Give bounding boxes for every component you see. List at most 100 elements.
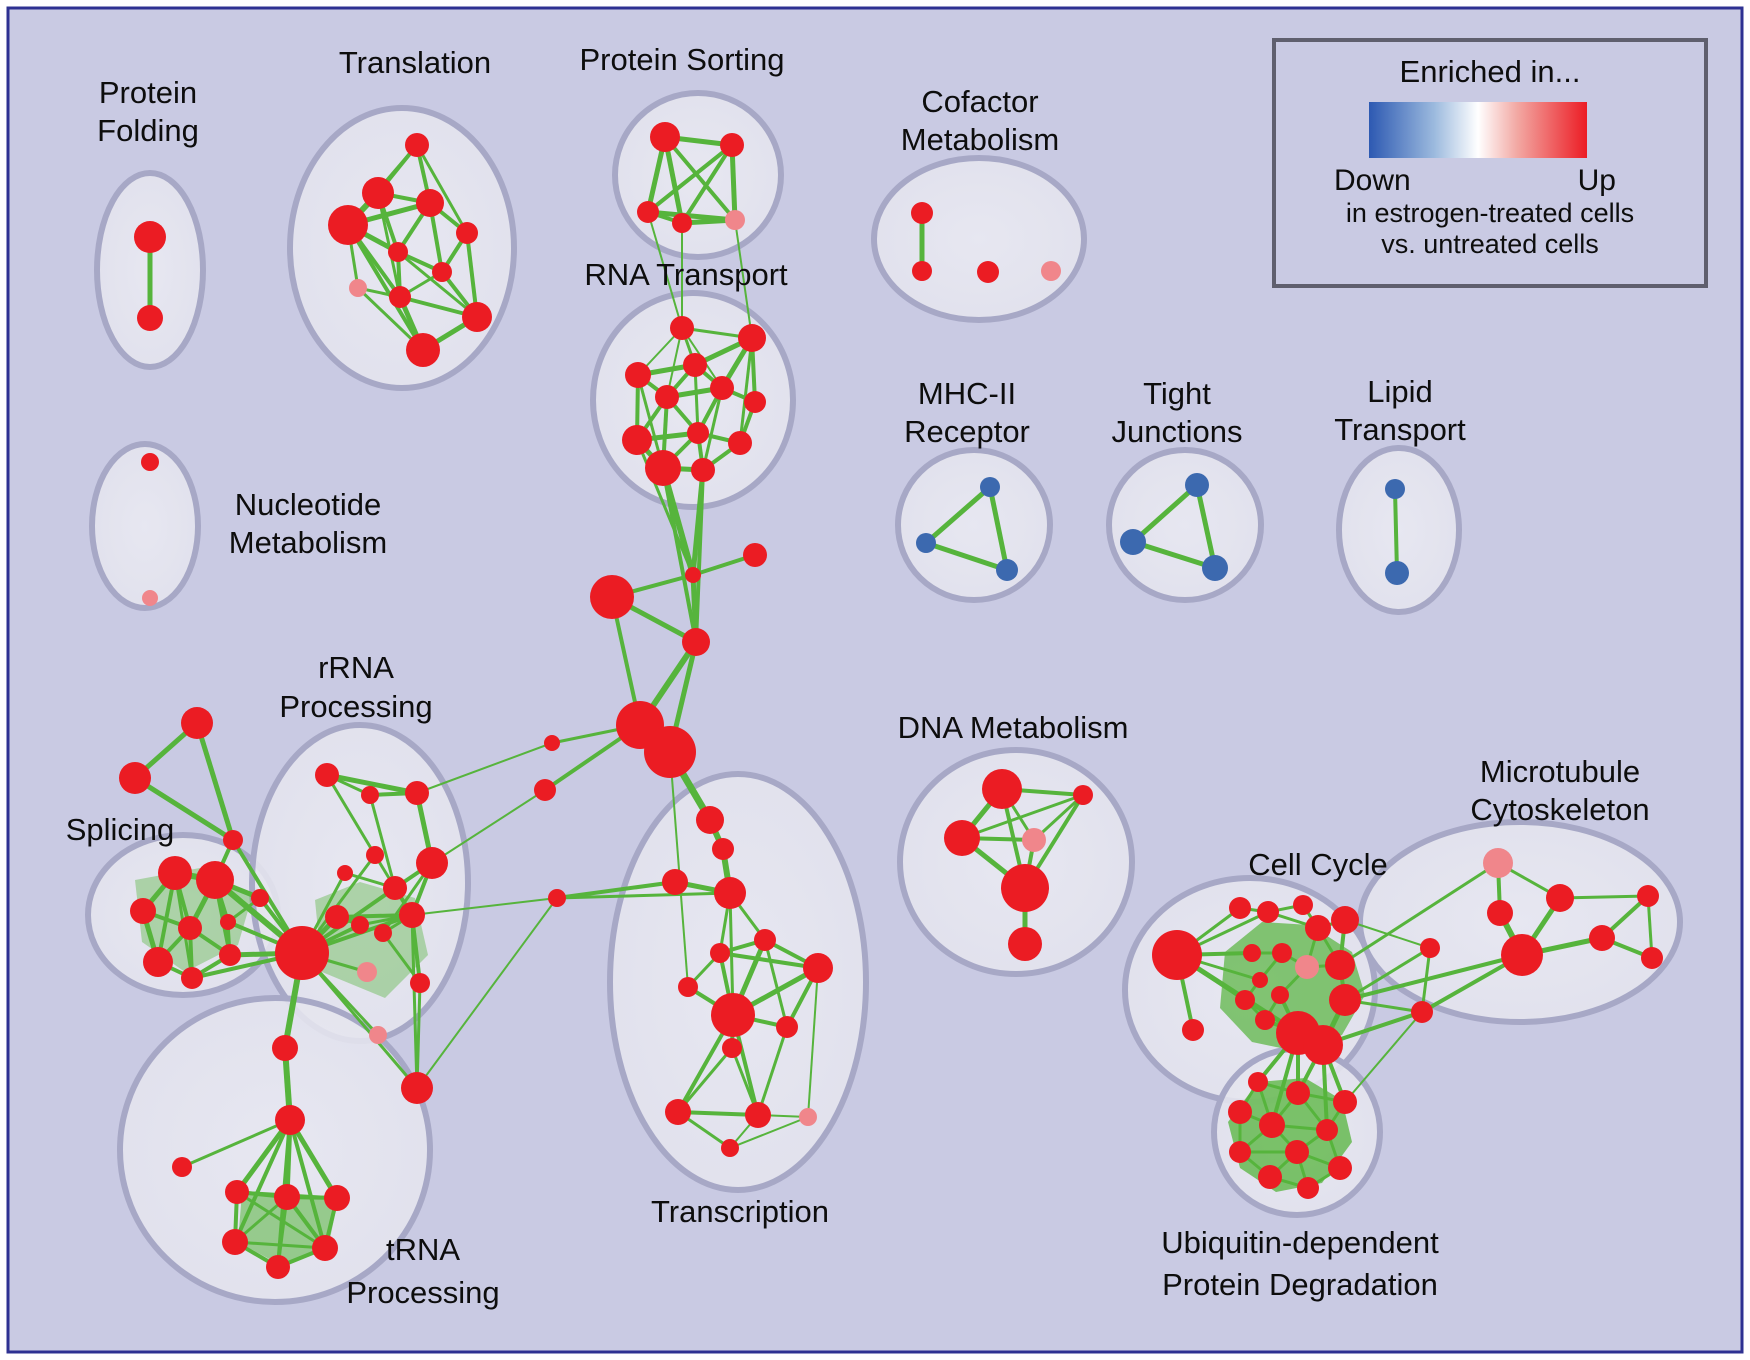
legend-subtitle-line2: vs. untreated cells [1381, 229, 1599, 259]
node-cf3 [977, 261, 999, 283]
edge-lp1-lp2 [1393, 488, 1399, 574]
node-c12 [665, 1099, 691, 1125]
node-dm4 [1022, 828, 1046, 852]
node-ps5 [725, 210, 745, 230]
node-ch4 [682, 628, 710, 656]
cluster-microtubule-cytoskeleton-ellipse [1357, 819, 1683, 1025]
edge-dm2-dm3 [961, 793, 1084, 840]
edge-mt6-u6 [1344, 1011, 1423, 1103]
node-nm2 [142, 590, 158, 606]
edge-rx-l3 [416, 897, 558, 1089]
edge-t1-t5 [415, 144, 469, 234]
node-cc2 [1257, 901, 1279, 923]
cluster-trna-processing-label-line1: tRNA [386, 1232, 460, 1267]
cluster-nucleotide-metabolism-ellipse [89, 441, 201, 611]
node-rt7 [744, 391, 766, 413]
node-t9 [389, 286, 411, 308]
node-mt4 [1501, 934, 1543, 976]
node-t7 [432, 262, 452, 282]
edge-n0-n6 [288, 1119, 327, 1249]
node-t10 [462, 302, 492, 332]
node-n6 [312, 1235, 338, 1261]
node-r14 [369, 1026, 387, 1044]
edge-ps2-ps5 [729, 144, 738, 221]
node-lp1 [1385, 479, 1405, 499]
node-rt1 [670, 316, 694, 340]
edge-h2-c8 [669, 751, 689, 988]
node-s3 [223, 830, 243, 850]
node-u1 [1248, 1072, 1268, 1092]
node-s1 [181, 707, 213, 739]
node-rt8 [622, 425, 652, 455]
node-r2 [361, 786, 379, 804]
node-nm1 [141, 453, 159, 471]
cluster-trna-processing-label-line2: Processing [346, 1275, 499, 1310]
edge-cc5-mt5 [1344, 919, 1431, 949]
node-sp2 [196, 861, 234, 899]
node-c1 [696, 806, 724, 834]
edge-c5-c10 [763, 939, 789, 1028]
node-cc6 [1243, 944, 1261, 962]
edge-l1-r3 [416, 742, 553, 794]
node-n0 [275, 1105, 305, 1135]
node-tj2 [1120, 529, 1146, 555]
edge-l3-c4 [556, 891, 731, 900]
node-rt5 [710, 376, 734, 400]
legend: Enriched in... Down Up in estrogen-treat… [1272, 38, 1708, 288]
edge-r1-r4 [325, 774, 377, 856]
node-cf4 [1041, 261, 1061, 281]
cluster-cofactor-metabolism-label-line2: Metabolism [901, 122, 1060, 157]
node-u8 [1285, 1140, 1309, 1164]
cluster-ubiquitin-degradation-label-line2: Protein Degradation [1162, 1267, 1438, 1302]
node-ps2 [720, 133, 744, 157]
node-ps3 [637, 201, 659, 223]
node-mt3 [1487, 900, 1513, 926]
node-cc13 [1255, 1010, 1275, 1030]
legend-up-label: Up [1577, 164, 1616, 197]
edge-rx-r10 [410, 914, 419, 1089]
node-r9 [351, 916, 369, 934]
node-n3 [274, 1184, 300, 1210]
node-dm5 [1001, 864, 1049, 912]
node-mt6 [1411, 1001, 1433, 1023]
node-pf1 [134, 221, 166, 253]
node-rt3 [625, 362, 651, 388]
node-u9 [1328, 1156, 1352, 1180]
node-n5 [222, 1229, 248, 1255]
node-r12 [374, 924, 392, 942]
node-r4 [366, 846, 384, 864]
cluster-lipid-transport-label-line1: Lipid [1367, 374, 1433, 409]
node-rt11 [645, 450, 681, 486]
cluster-ubiquitin-degradation-label-line1: Ubiquitin-dependent [1161, 1225, 1439, 1260]
node-cc5 [1331, 906, 1359, 934]
node-t3 [416, 189, 444, 217]
node-c7 [803, 953, 833, 983]
node-c2 [712, 838, 734, 860]
cluster-translation-label: Translation [339, 45, 491, 80]
node-c6 [710, 943, 730, 963]
node-l1 [544, 735, 560, 751]
node-u6 [1333, 1090, 1357, 1114]
node-cc9 [1325, 950, 1355, 980]
cluster-microtubule-cytoskeleton-label-line1: Microtubule [1480, 754, 1640, 789]
edge-c11-c12 [676, 1047, 734, 1113]
node-ch3 [590, 575, 634, 619]
cluster-protein-folding-label-line2: Folding [97, 113, 199, 148]
node-cc14 [1329, 984, 1361, 1016]
edge-ps2-ps3 [646, 143, 734, 214]
edge-l2-r7 [431, 789, 546, 864]
node-u5 [1316, 1119, 1338, 1141]
node-u11 [1297, 1177, 1319, 1199]
legend-gradient-bar [1369, 102, 1587, 158]
cluster-mhc-ii-receptor-label-line2: Receptor [904, 414, 1030, 449]
node-u4 [1259, 1112, 1285, 1138]
node-tj3 [1202, 555, 1228, 581]
edge-t4-t11 [346, 223, 425, 352]
node-l2 [534, 779, 556, 801]
node-mh2 [916, 533, 936, 553]
node-cc8 [1295, 955, 1319, 979]
node-cc11 [1271, 986, 1289, 1004]
edge-c12-c13 [677, 1110, 759, 1117]
cluster-microtubule-cytoskeleton-label-line2: Cytoskeleton [1470, 792, 1649, 827]
